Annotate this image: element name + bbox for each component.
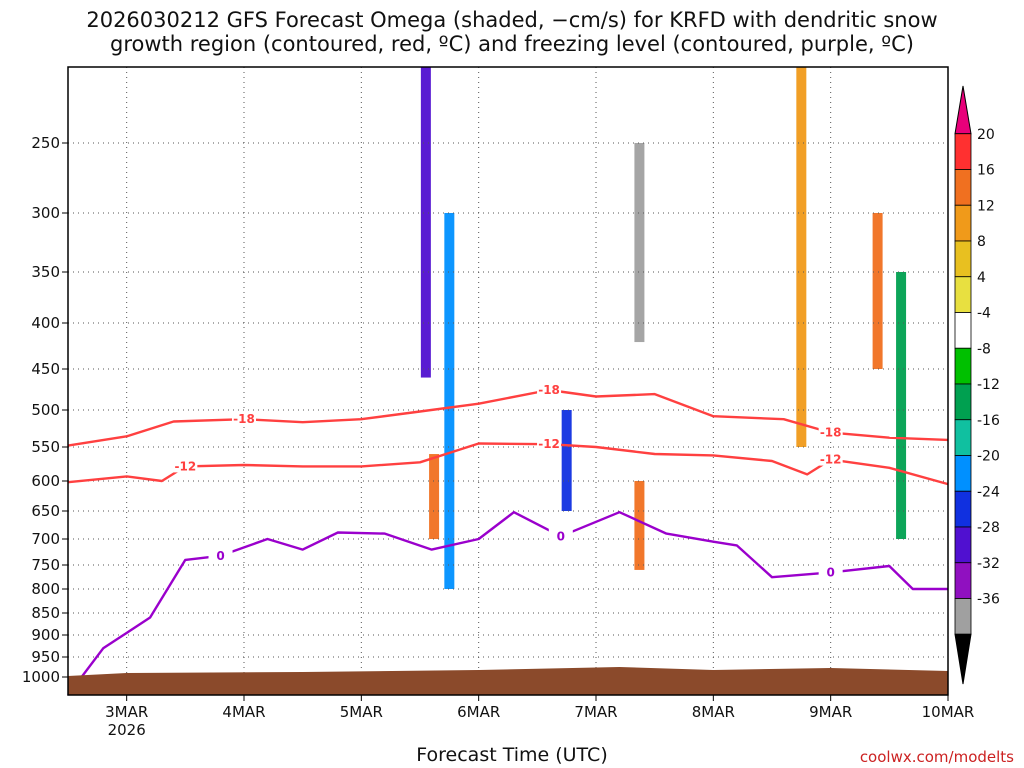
ytick-label-550: 550	[31, 438, 60, 456]
colorbar-seg-4	[954, 240, 972, 278]
colorbar-seg-9	[954, 419, 972, 456]
ytick-label-1000: 1000	[22, 668, 60, 686]
contour-label-0-0: -18	[233, 412, 255, 426]
ytick-label-400: 400	[31, 314, 60, 332]
colorbar-tick-3: 8	[977, 234, 986, 250]
contour-line-2	[67, 511, 948, 696]
colorbar-tick-6: -8	[977, 341, 991, 357]
ytick-label-250: 250	[31, 134, 60, 152]
contour-label-2-2: 0	[826, 565, 834, 579]
colorbar-seg-10	[954, 455, 972, 492]
xtick-label-3MAR: 3MAR	[105, 703, 148, 721]
ytick-label-900: 900	[31, 626, 60, 644]
colorbar-tick-1: 16	[977, 163, 995, 179]
xtick-label-6MAR: 6MAR	[457, 703, 500, 721]
colorbar-seg-8	[954, 383, 972, 421]
chart-title: 2026030212 GFS Forecast Omega (shaded, −…	[86, 8, 938, 56]
ytick-label-500: 500	[31, 401, 60, 419]
ytick-label-650: 650	[31, 502, 60, 520]
colorbar-seg-12	[954, 526, 972, 564]
omega-cell-2	[561, 410, 572, 511]
xtick-label-9MAR: 9MAR	[809, 703, 852, 721]
xtick-label-7MAR: 7MAR	[574, 703, 617, 721]
contour-label-2-1: 0	[557, 529, 565, 543]
colorbar-seg-13	[954, 562, 972, 599]
contour-label-2-0: 0	[216, 549, 224, 563]
omega-cell-4	[634, 481, 645, 570]
colorbar-tick-10: -24	[977, 484, 1000, 500]
ytick-label-300: 300	[31, 204, 60, 222]
ytick-label-950: 950	[31, 648, 60, 666]
contour-label-bg-1-0	[173, 458, 198, 473]
colorbar-seg-6	[954, 312, 972, 349]
colorbar-tick-4: 4	[977, 270, 986, 286]
contour-label-0-2: -18	[820, 426, 842, 440]
colorbar-cap-bottom	[954, 633, 972, 685]
ytick-label-450: 450	[31, 360, 60, 378]
colorbar-cap-top	[954, 85, 972, 135]
colorbar-tick-11: -28	[977, 520, 1000, 536]
contour-label-bg-2-0	[208, 547, 233, 562]
omega-cell-5	[429, 454, 440, 539]
ytick-label-850: 850	[31, 604, 60, 622]
colorbar-tick-12: -32	[977, 556, 1000, 572]
contour-label-1-2: -12	[820, 453, 842, 467]
contour-label-bg-0-1	[537, 382, 562, 397]
contour-label-0-1: -18	[538, 383, 560, 397]
ytick-label-700: 700	[31, 530, 60, 548]
colorbar-tick-2: 12	[977, 198, 995, 214]
ytick-label-350: 350	[31, 263, 60, 281]
colorbar-tick-9: -20	[977, 449, 1000, 465]
xtick-label-5MAR: 5MAR	[340, 703, 383, 721]
xtick-label-8MAR: 8MAR	[692, 703, 735, 721]
colorbar-seg-11	[954, 490, 972, 528]
colorbar-seg-1	[954, 133, 972, 170]
colorbar-tick-5: -4	[977, 306, 991, 322]
xtick-label-10MAR: 10MAR	[922, 703, 975, 721]
contour-line-0	[67, 388, 949, 447]
omega-cell-6	[796, 67, 807, 447]
xtick-year-label: 2026	[108, 721, 146, 739]
omega-cell-0	[420, 67, 431, 378]
omega-cell-1	[444, 213, 455, 589]
source-credit: coolwx.com/modelts	[859, 748, 1014, 766]
contour-label-1-1: -12	[538, 437, 560, 451]
colorbar-seg-14	[954, 598, 972, 635]
ytick-label-600: 600	[31, 472, 60, 490]
x-axis-label: Forecast Time (UTC)	[416, 744, 608, 766]
contour-label-1-0: -12	[174, 459, 196, 473]
colorbar-tick-0: 20	[977, 127, 995, 143]
omega-cell-8	[896, 272, 907, 539]
contour-label-bg-2-2	[818, 564, 843, 579]
omega-cell-3	[634, 143, 645, 343]
contour-label-bg-1-1	[537, 436, 562, 451]
contour-label-bg-0-2	[818, 424, 843, 439]
colorbar-tick-7: -12	[977, 377, 1000, 393]
plot-frame	[67, 66, 949, 696]
colorbar-seg-7	[954, 347, 972, 385]
colorbar-tick-13: -36	[977, 592, 1000, 608]
xtick-label-4MAR: 4MAR	[222, 703, 265, 721]
ground-surface	[68, 667, 948, 695]
ytick-label-750: 750	[31, 556, 60, 574]
colorbar-tick-8: -16	[977, 413, 1000, 429]
plot-area	[68, 67, 948, 695]
omega-cell-7	[872, 213, 883, 369]
contour-label-bg-2-1	[548, 528, 573, 543]
colorbar-seg-5	[954, 276, 972, 313]
colorbar-seg-2	[954, 169, 972, 206]
ytick-label-800: 800	[31, 580, 60, 598]
colorbar-seg-3	[954, 204, 972, 242]
contour-label-bg-1-2	[818, 451, 843, 466]
contour-label-bg-0-0	[232, 411, 256, 426]
